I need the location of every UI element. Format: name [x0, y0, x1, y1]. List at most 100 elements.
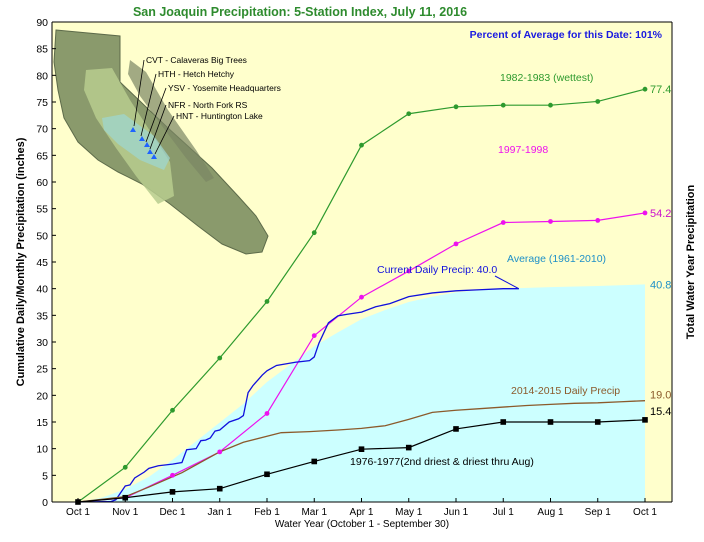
- data-point-1976-1977-2nd-driest-driest-thru-aug: [453, 426, 459, 432]
- x-axis-label: Water Year (October 1 - September 30): [275, 519, 449, 530]
- y-tick-label: 30: [36, 337, 48, 349]
- y-tick-label: 40: [36, 284, 48, 296]
- y-tick-label: 60: [36, 177, 48, 189]
- y-tick-label: 35: [36, 310, 48, 322]
- data-point-1976-1977-2nd-driest-driest-thru-aug: [547, 419, 554, 425]
- series-label-1976-1977-2nd-driest-driest-thru-aug: 1976-1977(2nd driest & driest thru Aug): [350, 456, 534, 468]
- y-tick-label: 50: [36, 230, 48, 242]
- y-tick-label: 70: [36, 124, 48, 136]
- data-point-1982-1983-wettest: [642, 86, 648, 92]
- series-area-average-1961-2010: [78, 284, 645, 502]
- data-point-1982-1983-wettest: [548, 102, 553, 108]
- y-tick-label: 10: [36, 444, 48, 456]
- y-axis-label: Cumulative Daily/Monthly Precipitation (…: [15, 137, 27, 386]
- station-marker: [144, 142, 150, 147]
- y-tick-label: 65: [36, 150, 48, 162]
- x-tick-label: Jan 1: [208, 507, 233, 518]
- y-tick-label: 75: [36, 97, 48, 109]
- data-point-1976-1977-2nd-driest-driest-thru-aug: [642, 417, 648, 423]
- data-point-1982-1983-wettest: [359, 142, 364, 148]
- data-point-1982-1983-wettest: [406, 111, 412, 117]
- station-marker: [130, 127, 136, 132]
- x-tick-label: May 1: [395, 507, 423, 518]
- data-point-1976-1977-2nd-driest-driest-thru-aug: [358, 446, 365, 452]
- y-tick-label: 15: [36, 417, 48, 429]
- x-tick-label: Oct 1: [66, 507, 90, 518]
- station-leader-line: [140, 73, 157, 137]
- station-leader-line: [149, 104, 167, 150]
- data-point-1997-1998: [453, 241, 459, 247]
- data-point-1976-1977-2nd-driest-driest-thru-aug: [311, 458, 318, 465]
- end-value-2014-2015-daily-precip: 19.0: [650, 390, 671, 402]
- station-label: HNT - Huntington Lake: [176, 111, 263, 121]
- end-value-1976-1977-2nd-driest-driest-thru-aug: 15.4: [650, 406, 671, 418]
- data-point-1997-1998: [359, 294, 364, 300]
- x-tick-label: Dec 1: [159, 507, 186, 518]
- data-point-1976-1977-2nd-driest-driest-thru-aug: [594, 419, 601, 425]
- x-tick-label: Sep 1: [585, 507, 612, 518]
- station-marker: [147, 149, 153, 154]
- sierra-range-region: [128, 60, 214, 182]
- station-leader-line: [145, 87, 167, 143]
- y-tick-label: 85: [36, 44, 48, 56]
- x-tick-label: Apr 1: [350, 507, 374, 518]
- y-tick-label: 55: [36, 204, 48, 216]
- y-tick-label: 45: [36, 257, 48, 269]
- series-label-1997-1998: 1997-1998: [498, 144, 548, 156]
- chart-title: San Joaquin Precipitation: 5-Station Ind…: [133, 5, 467, 19]
- series-label-current-daily-precip-40-0: Current Daily Precip: 40.0: [377, 264, 497, 276]
- station-marker: [151, 154, 157, 159]
- data-point-1997-1998: [264, 411, 270, 416]
- series-label-average-1961-2010: Average (1961-2010): [507, 253, 606, 265]
- average-area-layer: [78, 284, 645, 502]
- data-point-1982-1983-wettest: [595, 99, 601, 104]
- end-value-labels: 40.8 77.4 54.2 19.0 15.4: [650, 84, 671, 418]
- data-point-1997-1998: [642, 210, 648, 216]
- current-precip-leader-line: [494, 275, 520, 290]
- data-point-1976-1977-2nd-driest-driest-thru-aug: [122, 494, 129, 501]
- percent-of-average-note: Percent of Average for this Date: 101%: [470, 29, 663, 41]
- end-value-1982-1983-wettest: 77.4: [650, 84, 671, 96]
- station-labels: CVT - Calaveras Big Trees HTH - Hetch Het…: [133, 55, 281, 155]
- data-point-1982-1983-wettest: [453, 104, 459, 110]
- data-point-1982-1983-wettest: [500, 102, 506, 108]
- data-point-1982-1983-wettest: [122, 464, 128, 470]
- x-tick-label: Jun 1: [444, 507, 469, 518]
- y-tick-label: 90: [36, 17, 48, 29]
- data-point-1997-1998: [595, 218, 601, 223]
- data-point-1982-1983-wettest: [170, 407, 175, 413]
- data-point-1997-1998: [311, 333, 317, 338]
- data-point-1976-1977-2nd-driest-driest-thru-aug: [264, 471, 270, 478]
- station-label: CVT - Calaveras Big Trees: [146, 55, 247, 65]
- station-label: HTH - Hetch Hetchy: [158, 69, 235, 79]
- data-point-1982-1983-wettest: [264, 299, 270, 304]
- y-tick-label: 5: [42, 470, 48, 482]
- data-point-1997-1998: [548, 219, 553, 224]
- data-point-1997-1998: [406, 268, 412, 274]
- data-point-1976-1977-2nd-driest-driest-thru-aug: [169, 489, 176, 495]
- x-tick-label: Aug 1: [537, 507, 564, 518]
- x-tick-label: Jul 1: [493, 507, 515, 518]
- x-ticks: Oct 1 Nov 1 Dec 1 Jan 1 Feb 1 Mar 1 Apr 1 May 1…: [66, 498, 657, 518]
- y-tick-label: 25: [36, 364, 48, 376]
- series-line-current-daily-precip-40-0: [77, 288, 519, 503]
- end-value-1997-1998: 54.2: [650, 208, 671, 220]
- station-markers: [130, 127, 157, 159]
- marker-layer: [75, 86, 648, 505]
- series-labels: Average (1961-2010) 1982-1983 (wettest) 19…: [350, 72, 620, 468]
- y-tick-label: 80: [36, 70, 48, 82]
- series-line-2014-2015-daily-precip: [77, 400, 646, 503]
- series-label-2014-2015-daily-precip: 2014-2015 Daily Precip: [511, 385, 620, 397]
- x-tick-label: Nov 1: [112, 507, 139, 518]
- station-label: NFR - North Fork RS: [168, 100, 248, 110]
- data-point-1976-1977-2nd-driest-driest-thru-aug: [216, 485, 223, 492]
- station-leader-line: [133, 59, 145, 127]
- y-tick-label: 20: [36, 390, 48, 402]
- right-axis-label: Total Water Year Precipitation: [685, 184, 697, 339]
- x-tick-label: Feb 1: [254, 507, 280, 518]
- station-label: YSV - Yosemite Headquarters: [168, 83, 281, 93]
- data-point-1997-1998: [217, 449, 223, 455]
- x-tick-label: Mar 1: [301, 507, 327, 518]
- y-ticks: 0 5 10 15 20 25 30 35 40 45 50 55 60 65 70 75 80 85 90: [36, 17, 56, 509]
